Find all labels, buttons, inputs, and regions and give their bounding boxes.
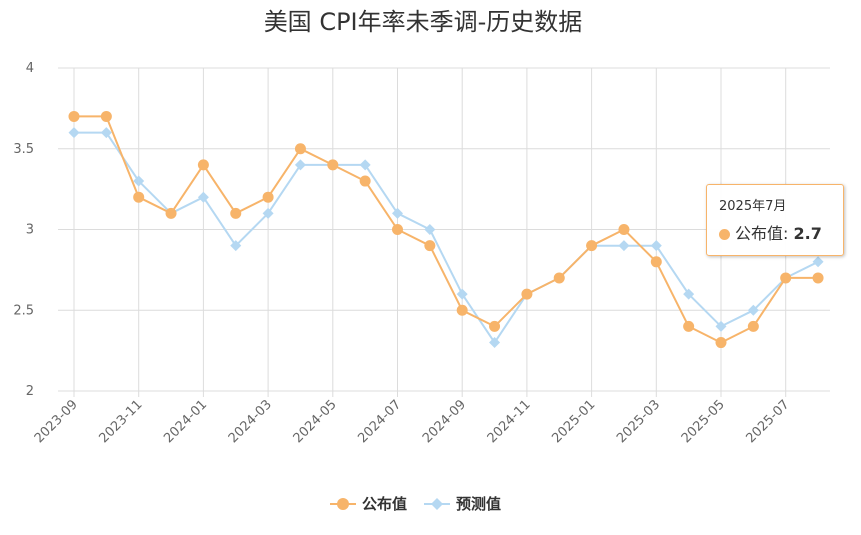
data-point[interactable] bbox=[747, 320, 759, 332]
y-axis-ticks: 2 2.5 3 3.5 4 bbox=[13, 61, 34, 399]
y-tick-label: 2 bbox=[26, 384, 34, 399]
data-point[interactable] bbox=[618, 224, 630, 235]
data-point[interactable] bbox=[230, 207, 242, 219]
data-point[interactable] bbox=[683, 288, 695, 300]
data-point[interactable] bbox=[294, 143, 306, 155]
data-point[interactable] bbox=[68, 110, 80, 122]
data-point[interactable] bbox=[100, 127, 112, 139]
data-point[interactable] bbox=[747, 304, 759, 316]
x-axis-ticks: 2023-09 2023-11 2024-01 2024-03 2024-05 2024-… bbox=[32, 397, 793, 446]
data-point[interactable] bbox=[586, 240, 598, 252]
series-published bbox=[68, 110, 824, 349]
tooltip-label: 公布值: bbox=[735, 224, 794, 243]
legend-label: 公布值 bbox=[362, 495, 407, 513]
legend-item-published[interactable]: 公布值 bbox=[330, 495, 407, 513]
data-point[interactable] bbox=[392, 224, 403, 235]
data-point[interactable] bbox=[68, 127, 80, 139]
x-tick-label: 2025-03 bbox=[614, 397, 663, 446]
data-point[interactable] bbox=[262, 207, 274, 219]
tooltip-series-dot bbox=[719, 229, 730, 240]
legend-marker bbox=[431, 498, 443, 510]
x-tick-label: 2024-07 bbox=[355, 397, 404, 446]
data-point[interactable] bbox=[197, 159, 209, 171]
data-point[interactable] bbox=[294, 159, 306, 171]
data-point[interactable] bbox=[618, 240, 630, 252]
data-point[interactable] bbox=[392, 207, 403, 219]
y-tick-label: 3 bbox=[26, 223, 34, 238]
tooltip-title: 2025年7月 bbox=[719, 199, 787, 214]
data-point[interactable] bbox=[424, 224, 436, 235]
y-tick-label: 2.5 bbox=[13, 303, 34, 318]
data-point[interactable] bbox=[489, 320, 501, 332]
legend[interactable]: 公布值 预测值 bbox=[330, 495, 501, 513]
data-point[interactable] bbox=[489, 337, 501, 349]
x-tick-label: 2024-11 bbox=[485, 397, 534, 446]
data-point[interactable] bbox=[327, 159, 339, 171]
data-point[interactable] bbox=[715, 337, 727, 349]
tooltip-row: 公布值: 2.7 bbox=[719, 220, 831, 244]
data-point[interactable] bbox=[165, 207, 177, 219]
legend-label: 预测值 bbox=[456, 495, 501, 513]
x-tick-label: 2023-09 bbox=[32, 397, 81, 446]
y-tick-label: 3.5 bbox=[13, 142, 34, 157]
data-point[interactable] bbox=[133, 191, 145, 203]
data-point[interactable] bbox=[456, 304, 468, 316]
x-tick-label: 2024-01 bbox=[161, 397, 210, 446]
data-point[interactable] bbox=[650, 256, 662, 268]
x-tick-label: 2024-05 bbox=[291, 397, 340, 446]
data-point[interactable] bbox=[197, 191, 209, 203]
x-tick-label: 2023-11 bbox=[97, 397, 146, 446]
data-point[interactable] bbox=[812, 272, 824, 284]
data-point[interactable] bbox=[424, 240, 436, 252]
x-tick-label: 2025-05 bbox=[679, 397, 728, 446]
chart-tooltip: 2025年7月 公布值: 2.7 bbox=[706, 184, 844, 256]
tooltip-value: 2.7 bbox=[793, 224, 822, 243]
legend-item-forecast[interactable]: 预测值 bbox=[424, 495, 501, 513]
data-point[interactable] bbox=[683, 320, 695, 332]
data-point[interactable] bbox=[230, 240, 242, 252]
grid-lines bbox=[58, 67, 830, 397]
data-point[interactable] bbox=[650, 240, 662, 252]
data-point[interactable] bbox=[553, 272, 565, 284]
data-point[interactable] bbox=[456, 288, 468, 300]
legend-marker bbox=[337, 498, 349, 510]
data-point[interactable] bbox=[359, 175, 371, 187]
data-point[interactable] bbox=[359, 159, 371, 171]
data-point[interactable] bbox=[812, 256, 824, 268]
data-point[interactable] bbox=[262, 191, 274, 203]
data-point[interactable] bbox=[133, 175, 145, 187]
x-tick-label: 2024-03 bbox=[226, 397, 275, 446]
y-tick-label: 4 bbox=[26, 61, 34, 76]
data-point[interactable] bbox=[780, 272, 792, 284]
x-tick-label: 2025-07 bbox=[744, 397, 793, 446]
chart-title: 美国 CPI年率未季调-历史数据 bbox=[264, 8, 583, 36]
series-line bbox=[74, 115, 819, 344]
x-tick-label: 2024-09 bbox=[420, 397, 469, 446]
x-tick-label: 2025-01 bbox=[549, 397, 598, 446]
data-point[interactable] bbox=[521, 288, 533, 300]
series-line bbox=[74, 131, 819, 344]
data-point[interactable] bbox=[715, 320, 727, 332]
data-point[interactable] bbox=[100, 110, 112, 122]
series-layer bbox=[68, 110, 824, 349]
